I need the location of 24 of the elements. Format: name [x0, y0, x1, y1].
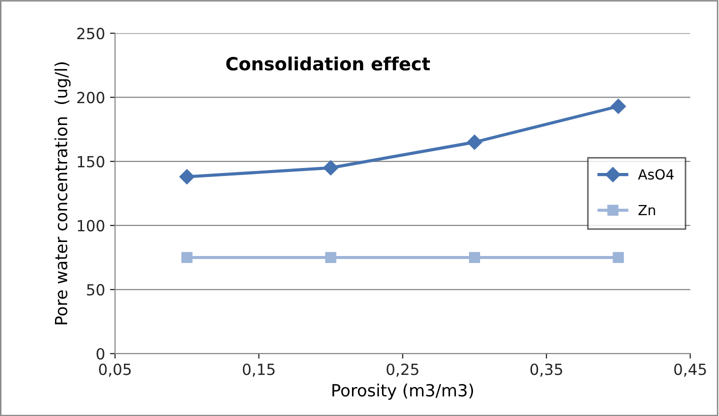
x-tick-label: 0,45	[674, 364, 706, 377]
point	[610, 98, 626, 114]
point	[179, 169, 195, 184]
legend-label: Zn	[638, 204, 656, 216]
x-axis-title: Porosity (m3/m3)	[332, 384, 474, 400]
y-tick-label: 150	[78, 156, 104, 168]
legend-label: AsO4	[638, 169, 674, 180]
point	[181, 252, 192, 264]
point	[468, 252, 480, 264]
x-tick-label: 0,05	[99, 364, 131, 377]
x-tick-label: 0,35	[530, 364, 562, 377]
point	[612, 252, 624, 264]
point	[323, 160, 338, 176]
x-tick-label: 0,15	[242, 364, 275, 377]
y-tick-label: 250	[77, 28, 104, 40]
y-tick-label: 100	[78, 220, 104, 232]
y-tick-label: 50	[87, 284, 104, 296]
point	[325, 252, 336, 264]
y-tick-label: 200	[77, 92, 104, 104]
x-tick-label: 0,25	[386, 364, 418, 377]
y-tick-label: 0	[96, 348, 104, 360]
text: Consolidation effect	[226, 56, 430, 71]
point	[466, 134, 482, 150]
y-axis-title: Pore water concentration (ug/l)	[54, 62, 71, 324]
